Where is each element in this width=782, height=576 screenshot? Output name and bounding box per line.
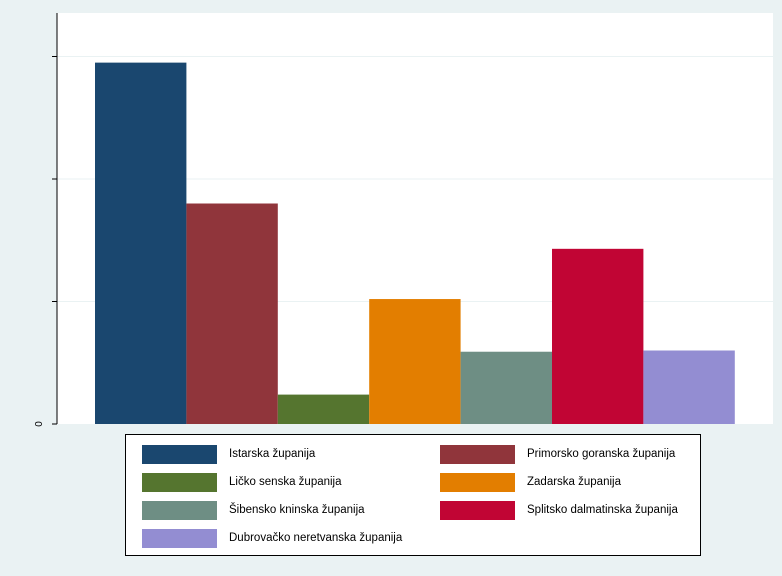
legend-item: Dubrovačko neretvanska županija xyxy=(142,527,402,549)
bar-6 xyxy=(643,350,735,424)
legend-item: Ličko senska županija xyxy=(142,471,342,493)
bar-2 xyxy=(277,394,370,424)
bar-0 xyxy=(95,62,187,424)
legend-label: Zadarska županija xyxy=(527,476,621,488)
legend-label: Ličko senska županija xyxy=(229,476,342,488)
legend-label: Istarska županija xyxy=(229,448,316,460)
legend-swatch xyxy=(142,500,217,520)
legend-swatch xyxy=(440,472,515,492)
bar-4 xyxy=(460,351,552,424)
bar-3 xyxy=(369,299,461,424)
legend-swatch xyxy=(142,528,217,548)
legend-item: Istarska županija xyxy=(142,443,315,465)
legend-item: Zadarska županija xyxy=(440,471,621,493)
legend-label: Splitsko dalmatinska županija xyxy=(527,504,678,516)
bar-5 xyxy=(552,248,644,424)
legend: Istarska županija Primorsko goranska župa… xyxy=(125,434,701,556)
legend-swatch xyxy=(142,472,217,492)
legend-swatch xyxy=(440,444,515,464)
bars xyxy=(95,62,735,424)
legend-item: Šibensko kninska županija xyxy=(142,499,365,521)
legend-item: Splitsko dalmatinska županija xyxy=(440,499,678,521)
legend-swatch xyxy=(440,500,515,520)
legend-label: Dubrovačko neretvanska županija xyxy=(229,532,403,544)
bar-1 xyxy=(186,203,278,424)
legend-label: Primorsko goranska županija xyxy=(527,448,676,460)
legend-item: Primorsko goranska županija xyxy=(440,443,675,465)
y-ticks: 0 xyxy=(34,56,57,427)
legend-label: Šibensko kninska županija xyxy=(229,504,365,516)
legend-swatch xyxy=(142,444,217,464)
y-tick-label: 0 xyxy=(34,421,45,427)
